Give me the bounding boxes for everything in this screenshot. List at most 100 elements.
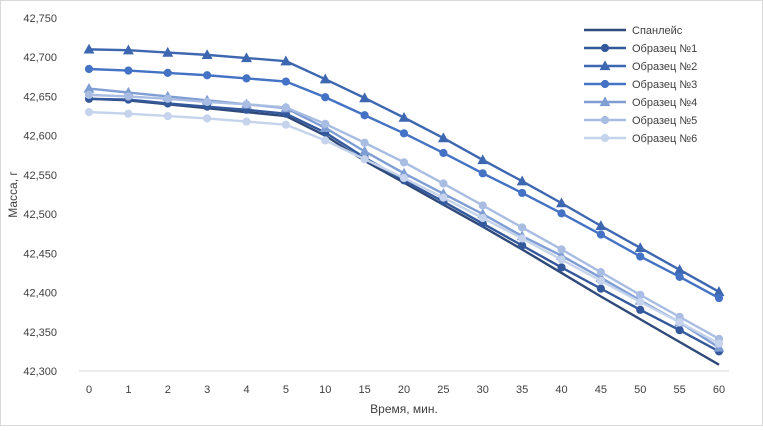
y-tick-label: 42,350 <box>23 327 57 339</box>
data-point <box>596 284 605 293</box>
data-point <box>359 92 371 103</box>
x-tick-label: 15 <box>359 384 371 396</box>
y-tick-label: 42,650 <box>23 91 57 103</box>
data-point <box>122 44 134 55</box>
data-point <box>636 305 645 314</box>
x-tick-label: 55 <box>674 384 686 396</box>
legend-entry: Образец №1 <box>584 43 697 55</box>
data-point <box>281 120 290 129</box>
x-tick-label: 0 <box>86 384 92 396</box>
data-point <box>675 318 684 327</box>
data-point <box>162 46 174 57</box>
data-point <box>478 201 487 210</box>
x-tick-label: 10 <box>319 384 331 396</box>
data-point <box>636 290 645 300</box>
data-point <box>84 108 94 117</box>
data-point <box>596 230 605 239</box>
series-group <box>84 90 724 343</box>
legend-entry: Образец №3 <box>584 79 697 91</box>
legend-label: Образец №5 <box>632 115 697 127</box>
data-point <box>360 138 369 147</box>
legend-entry: Образец №5 <box>584 115 697 127</box>
legend-label: Образец №2 <box>632 61 697 73</box>
data-point <box>518 241 527 250</box>
data-point <box>241 52 252 63</box>
x-tick-label: 30 <box>477 384 489 396</box>
data-point <box>516 175 528 186</box>
data-point <box>84 64 94 74</box>
x-tick-label: 2 <box>165 384 171 396</box>
data-point <box>124 66 133 75</box>
x-tick-label: 45 <box>595 384 607 396</box>
data-point <box>203 71 212 80</box>
legend-marker <box>600 43 610 53</box>
data-point <box>124 92 133 101</box>
data-point <box>360 155 369 164</box>
legend-marker <box>600 79 610 89</box>
data-point <box>319 73 331 84</box>
y-tick-label: 42,400 <box>23 288 57 300</box>
y-tick-label: 42,750 <box>23 13 57 25</box>
legend-label: Образец №3 <box>632 79 697 91</box>
data-point <box>201 49 213 60</box>
data-point <box>321 93 330 102</box>
data-point <box>439 148 448 158</box>
data-point <box>281 77 290 86</box>
legend-entry: Образец №2 <box>584 60 697 73</box>
data-point <box>399 129 409 138</box>
data-point <box>556 197 567 208</box>
x-tick-label: 3 <box>204 384 210 396</box>
x-tick-label: 60 <box>713 384 725 396</box>
legend-label: Образец №1 <box>632 43 697 55</box>
data-point <box>163 111 172 121</box>
x-tick-label: 35 <box>516 384 528 396</box>
x-tick-label: 40 <box>555 384 567 396</box>
data-point <box>437 132 449 143</box>
x-tick-label: 5 <box>283 384 289 396</box>
data-point <box>478 213 487 223</box>
y-axis-tick-labels: 42,300 42,350 42,400 42,450 42,500 42,550 42,6… <box>23 13 57 378</box>
x-axis-title: Время, мин. <box>370 402 438 416</box>
series-group <box>84 64 724 303</box>
legend-label: Спанлейс <box>632 25 683 37</box>
y-tick-label: 42,500 <box>23 209 57 221</box>
data-point <box>242 100 251 109</box>
data-point <box>634 242 646 253</box>
data-point <box>477 154 489 165</box>
legend-label: Образец №6 <box>632 133 697 145</box>
y-tick-label: 42,700 <box>23 52 57 64</box>
series-group <box>84 108 724 348</box>
legend-label: Образец №4 <box>632 97 697 109</box>
data-point <box>675 326 684 335</box>
legend: Спанлейс Образец №1 Образец №2 Образец №3 Об… <box>584 25 697 145</box>
series-layer <box>83 43 725 366</box>
legend-marker <box>600 115 610 125</box>
x-axis-tick-labels: 0 1 2 3 4 5 10 15 20 25 30 35 40 45 50 55 60 <box>86 384 725 396</box>
data-point <box>557 209 566 218</box>
legend-marker <box>599 60 611 71</box>
data-point <box>478 169 487 178</box>
data-point <box>518 223 527 232</box>
data-point <box>518 188 527 198</box>
y-axis-title: Масса, г <box>6 171 20 218</box>
data-point <box>439 193 448 202</box>
data-point <box>280 55 292 66</box>
data-point <box>399 158 409 167</box>
data-point <box>321 119 330 129</box>
data-point <box>675 272 684 281</box>
data-point <box>557 263 566 272</box>
data-point <box>321 136 330 145</box>
data-point <box>399 173 409 183</box>
x-tick-label: 20 <box>398 384 410 396</box>
data-point <box>203 114 212 123</box>
data-point <box>203 97 212 107</box>
x-tick-label: 1 <box>125 384 131 396</box>
data-point <box>124 109 133 118</box>
data-point <box>557 255 566 264</box>
legend-marker <box>600 133 610 143</box>
data-point <box>281 103 290 112</box>
data-point <box>242 117 251 126</box>
x-tick-label: 4 <box>243 384 249 396</box>
data-point <box>518 234 527 243</box>
